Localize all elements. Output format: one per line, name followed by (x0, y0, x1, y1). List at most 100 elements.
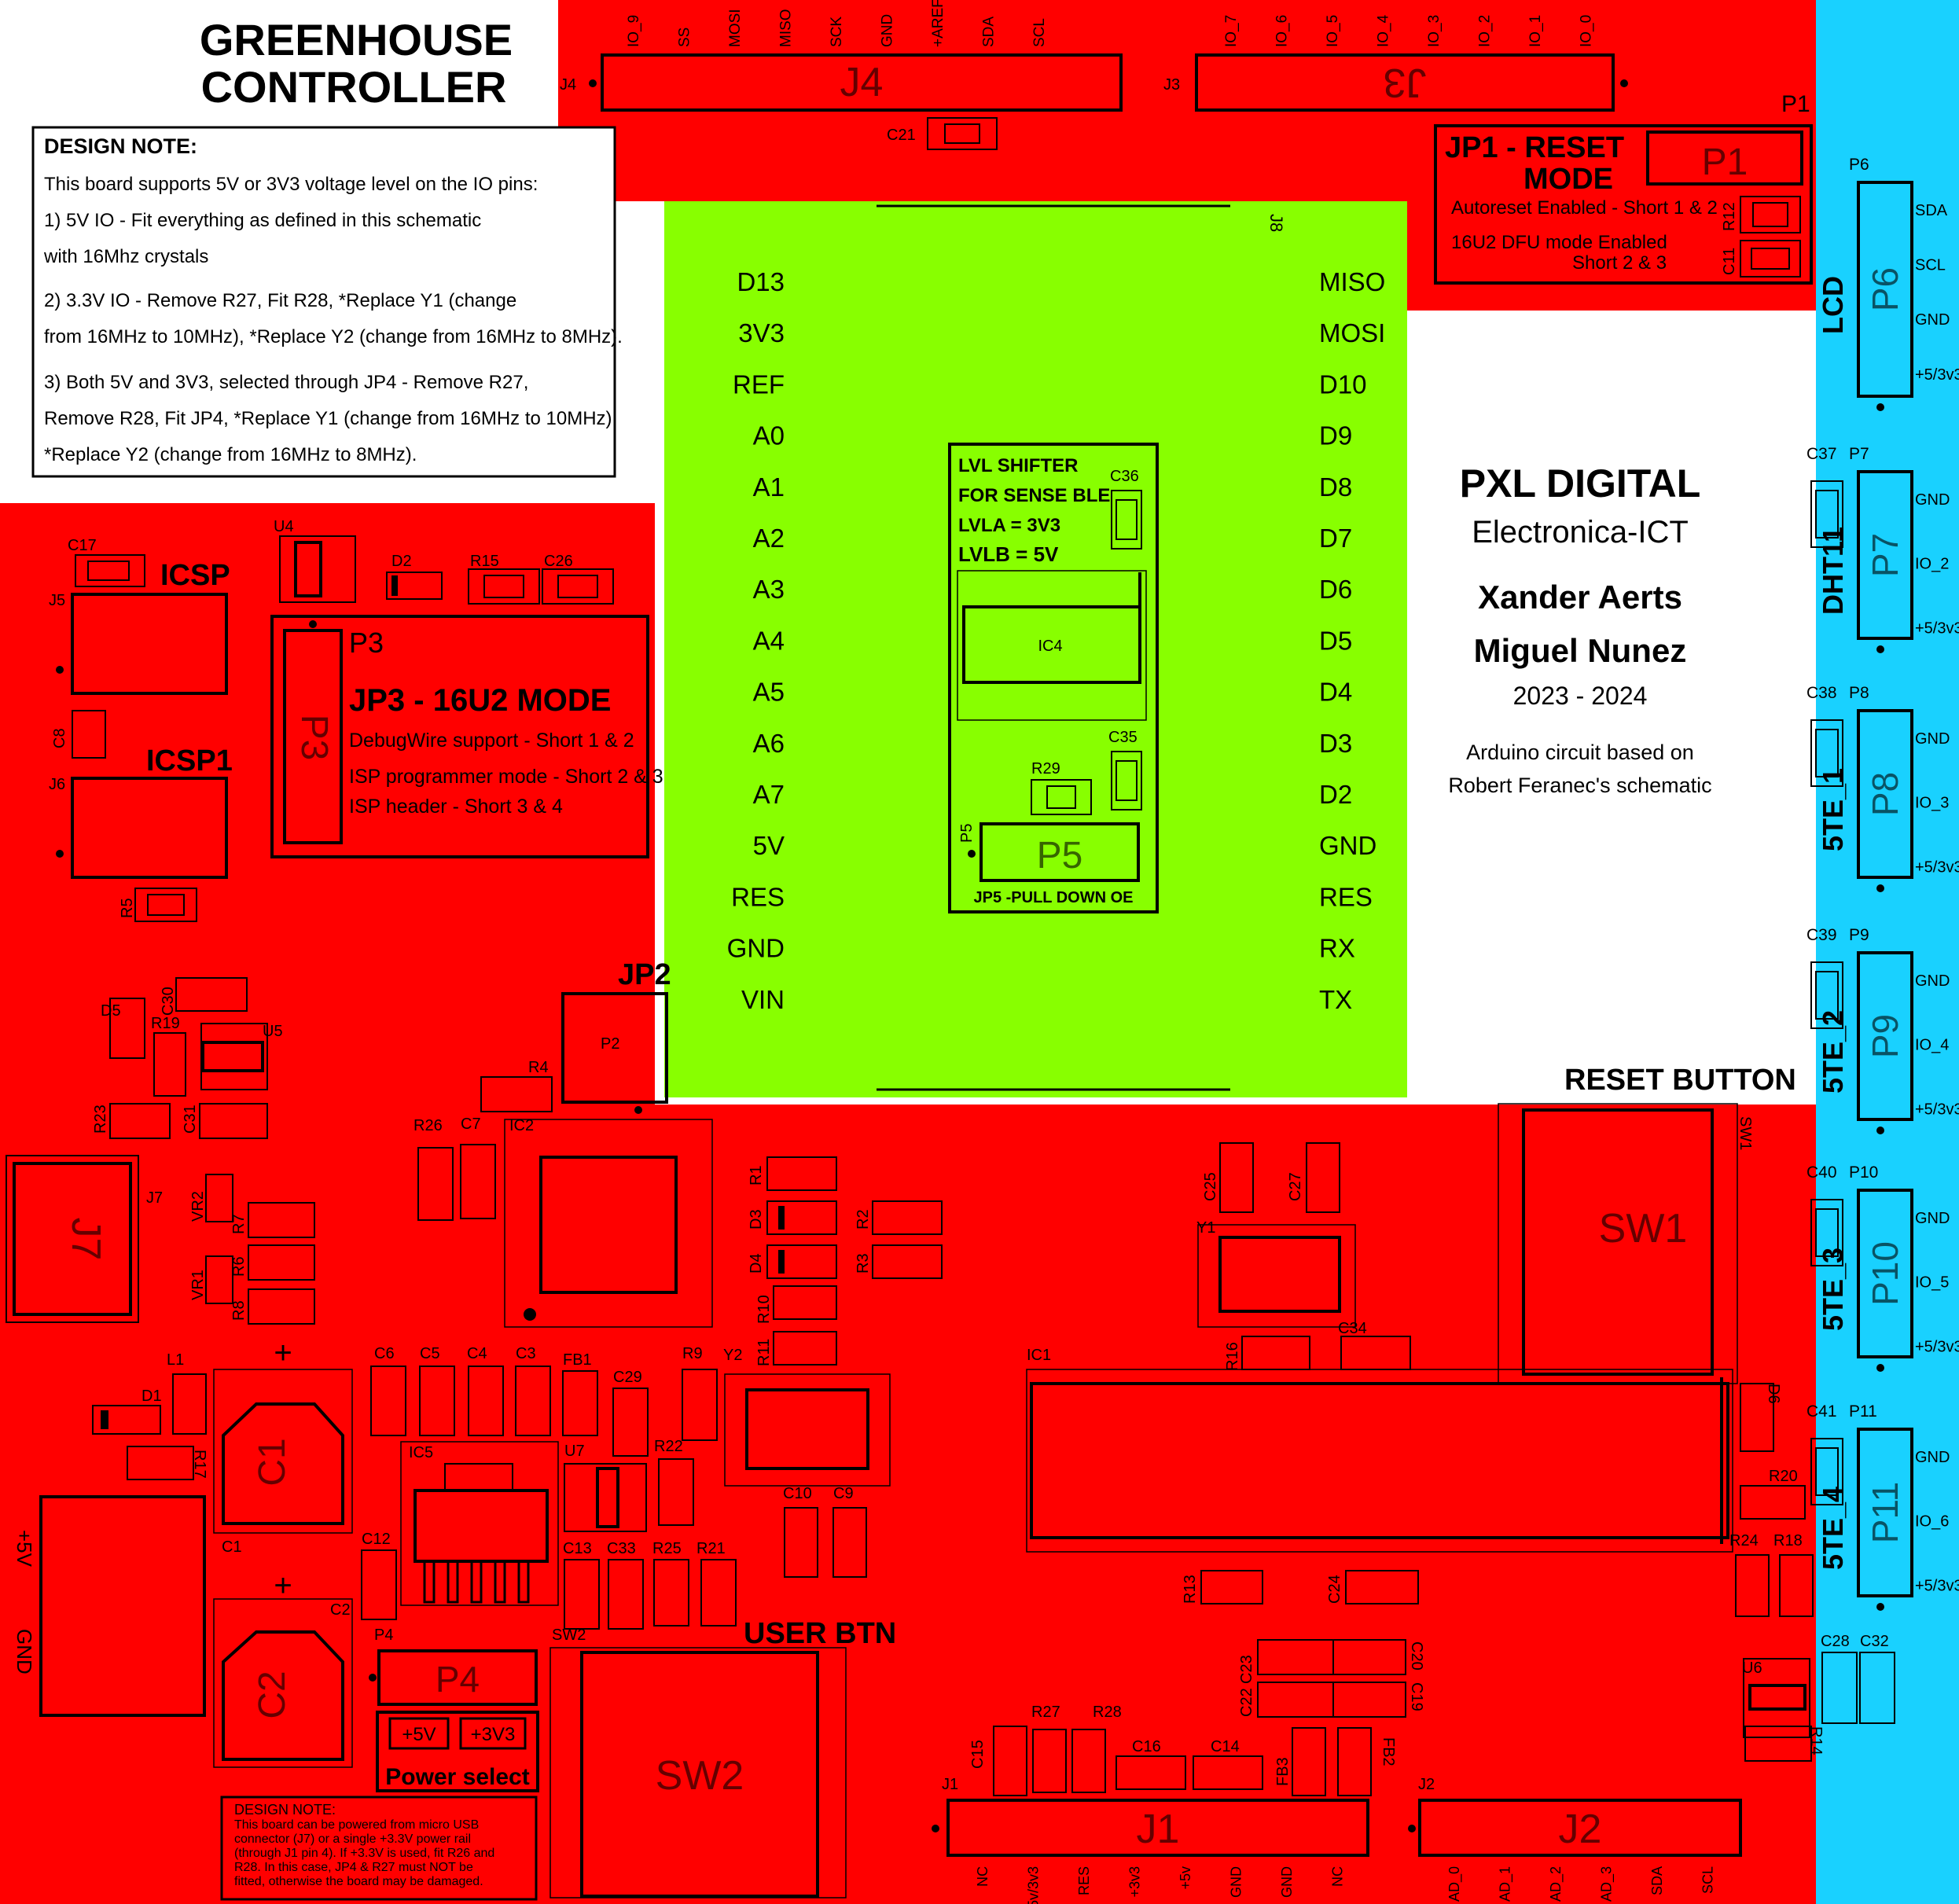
header-pin-label: RES (1076, 1866, 1092, 1895)
ic5-tab (444, 1463, 513, 1491)
j4-header[interactable] (601, 53, 1123, 112)
p4-label: P4 (374, 1626, 393, 1644)
ic2-pin1-dot (524, 1308, 536, 1321)
c17-label: C17 (68, 537, 97, 554)
sensor-header[interactable] (1857, 181, 1913, 398)
header-pin-label: +AREF (930, 0, 946, 47)
arduino-pin-label: D2 (1319, 780, 1352, 809)
sensor-function-label: 5TE_4 (1817, 1487, 1849, 1570)
sensor-header[interactable] (1857, 1428, 1913, 1597)
j2-label: J2 (1418, 1776, 1435, 1793)
sw1-footprint (1498, 1103, 1738, 1384)
j7-usb-body (13, 1162, 132, 1316)
r12-body (1752, 202, 1788, 227)
c14-label: C14 (1211, 1738, 1240, 1755)
c4-pad (468, 1366, 504, 1436)
vr1-body (205, 1255, 233, 1304)
c26-pad (542, 568, 614, 605)
j2-header[interactable] (1418, 1799, 1742, 1857)
power-note-box (220, 1796, 538, 1901)
jp1-jumper[interactable] (1646, 130, 1803, 186)
user-btn-label: USER BTN (744, 1617, 896, 1650)
header-pin-label: MOSI (727, 9, 744, 47)
power-terminal-block[interactable] (39, 1495, 206, 1717)
c1-footprint (213, 1369, 353, 1534)
u6-pad (1743, 1658, 1810, 1738)
arduino-pin-label: D4 (1319, 678, 1352, 707)
c19-pad (1332, 1682, 1406, 1718)
design-note-line: 3) Both 5V and 3V3, selected through JP4… (44, 372, 528, 393)
sensor-function-label: 5TE_2 (1817, 1010, 1849, 1094)
lvl-line2: FOR SENSE BLE (958, 485, 1110, 506)
fb2-pad (1337, 1727, 1372, 1796)
credits-dept: Electronica-ICT (1472, 515, 1689, 550)
r12-pad (1740, 196, 1801, 233)
jp2-label: JP2 (618, 958, 671, 991)
j7-usb-connector[interactable] (6, 1155, 139, 1323)
sensor-cap-body (1815, 1447, 1839, 1496)
sensor-cap-body (1815, 490, 1839, 538)
u7-body (596, 1467, 619, 1528)
r19-pad (153, 1032, 186, 1097)
r20-pad (1740, 1485, 1806, 1520)
j6-icsp-header[interactable] (71, 777, 228, 879)
power-select-5v-box (388, 1717, 450, 1750)
sensor-pin-label: +5/3v3 (1915, 1101, 1959, 1118)
p2-jumper[interactable] (561, 992, 668, 1104)
sw1-reset-button[interactable] (1522, 1108, 1714, 1376)
jp1-line2: 16U2 DFU mode Enabled (1451, 232, 1667, 253)
sensor-pin-label: GND (1915, 491, 1950, 509)
credits-years: 2023 - 2024 (1513, 682, 1648, 710)
sensor-header[interactable] (1857, 1189, 1913, 1358)
arduino-pin-label: A7 (753, 780, 785, 809)
arduino-pin-label: D6 (1319, 575, 1352, 604)
header-pin-label: GND (880, 14, 896, 47)
j5-icsp-header[interactable] (71, 593, 228, 695)
j3-header[interactable] (1195, 53, 1615, 112)
p5-jumper[interactable] (980, 822, 1140, 882)
j1-header[interactable] (946, 1799, 1369, 1857)
p3-jumper[interactable] (283, 629, 343, 844)
c10-label: C10 (783, 1485, 812, 1502)
arduino-pin-label: 5V (753, 831, 785, 860)
d2-body (386, 572, 443, 600)
sensor-cap-pad (1810, 480, 1843, 548)
c25-label: C25 (1202, 1172, 1219, 1201)
icsp1-label: ICSP1 (146, 744, 233, 777)
power-note-heading: DESIGN NOTE: (234, 1802, 336, 1818)
r21-pad (700, 1559, 737, 1626)
power-note-line: connector (J7) or a single +3.3V power r… (234, 1832, 471, 1846)
design-note-heading: DESIGN NOTE: (44, 134, 197, 158)
p4-jumper[interactable] (377, 1649, 538, 1706)
j4-pin1-dot (589, 79, 597, 87)
header-pin-label: SCL (1031, 18, 1048, 47)
d4-label: D4 (748, 1253, 765, 1274)
sensor-cap-body (1815, 729, 1839, 777)
d1-body (92, 1405, 161, 1435)
c22-label: C22 (1238, 1688, 1255, 1717)
r8-label: R8 (230, 1300, 248, 1321)
c27-label: C27 (1287, 1172, 1304, 1201)
d5-body (109, 998, 145, 1059)
design-note-line: *Replace Y2 (change from 16MHz to 8MHz). (44, 444, 417, 465)
r25-label: R25 (652, 1540, 682, 1557)
design-note-line: 2) 3.3V IO - Remove R27, Fit R28, *Repla… (44, 290, 516, 311)
r4-label: R4 (528, 1059, 549, 1076)
sensor-header[interactable] (1857, 709, 1913, 879)
r27-pad (1032, 1729, 1067, 1793)
sw2-user-button[interactable] (580, 1651, 819, 1898)
sensor-pin-label: +5/3v3 (1915, 1577, 1959, 1594)
header-pin-label: SDA (1649, 1866, 1665, 1895)
c28-label: C28 (1821, 1633, 1850, 1650)
sensor-cap-pad (1810, 1438, 1843, 1505)
c15-pad (993, 1726, 1027, 1796)
fb1-label: FB1 (563, 1351, 592, 1369)
ic2-footprint (504, 1119, 713, 1328)
jp5-label: JP5 -PULL DOWN OE (974, 889, 1134, 906)
sensor-header[interactable] (1857, 951, 1913, 1121)
header-pin-label: IO_7 (1223, 15, 1240, 47)
arduino-pin-label: REF (733, 369, 785, 399)
sensor-header[interactable] (1857, 470, 1913, 640)
header-pin-label: GND (1229, 1866, 1244, 1898)
c31-pad (199, 1103, 268, 1139)
